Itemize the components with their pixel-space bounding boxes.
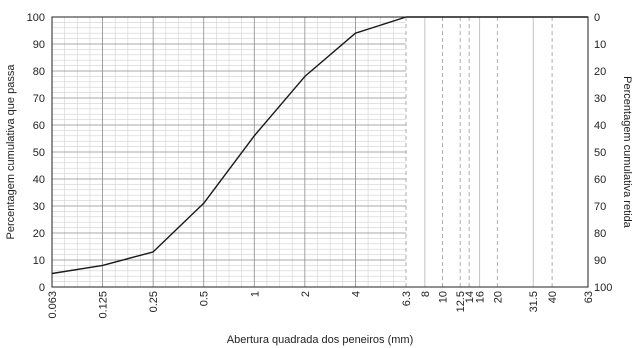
left-y-tick-label: 20 — [33, 228, 45, 240]
x-tick-label: 0.125 — [98, 291, 110, 319]
x-tick-label: 14 — [464, 291, 476, 303]
left-y-tick-label: 30 — [33, 201, 45, 213]
left-y-tick-label: 90 — [33, 39, 45, 51]
right-y-tick-label: 30 — [594, 93, 606, 105]
right-y-tick-label: 90 — [594, 255, 606, 267]
left-y-axis-label: Percentagem cumulativa que passa — [5, 64, 17, 240]
x-axis-label: Abertura quadrada dos peneiros (mm) — [227, 334, 413, 346]
left-y-tick-label: 60 — [33, 120, 45, 132]
right-y-tick-label: 60 — [594, 174, 606, 186]
major-grid — [52, 17, 553, 287]
right-y-tick-label: 80 — [594, 228, 606, 240]
x-tick-label: 2 — [300, 291, 312, 297]
x-tick-label: 63 — [583, 291, 595, 303]
right-y-tick-label: 40 — [594, 120, 606, 132]
left-y-tick-label: 10 — [33, 255, 45, 267]
right-y-tick-label: 10 — [594, 39, 606, 51]
x-tick-label: 4 — [350, 291, 362, 297]
series-group — [51, 16, 588, 275]
plot-frame — [51, 16, 589, 288]
x-tick-label: 0.5 — [199, 291, 211, 306]
x-tick-label: 0.25 — [148, 291, 160, 312]
right-y-tick-label: 0 — [594, 12, 600, 24]
left-y-tick-label: 100 — [27, 12, 45, 24]
x-tick-label: 12.5 — [455, 291, 467, 312]
right-y-tick-label: 70 — [594, 201, 606, 213]
right-y-tick-label: 50 — [594, 147, 606, 159]
x-tick-label: 0.063 — [47, 291, 59, 319]
left-y-tick-label: 0 — [39, 282, 45, 294]
series-line — [51, 16, 588, 275]
x-tick-label: 20 — [492, 291, 504, 303]
x-tick-label: 1 — [249, 291, 261, 297]
right-y-tick-label: 20 — [594, 66, 606, 78]
x-tick-label: 40 — [547, 291, 559, 303]
x-tick-label: 31.5 — [528, 291, 540, 312]
left-y-tick-label: 70 — [33, 93, 45, 105]
x-tick-label: 6.3 — [401, 291, 413, 306]
right-y-axis-label: Percentagem cumulativa retida — [621, 76, 633, 229]
x-tick-label: 16 — [475, 291, 487, 303]
left-y-tick-labels: 0 10 20 30 40 50 60 70 80 90 100 — [27, 12, 45, 294]
left-y-tick-label: 80 — [33, 66, 45, 78]
x-tick-label: 8 — [420, 291, 432, 297]
left-y-tick-label: 50 — [33, 147, 45, 159]
x-tick-label: 10 — [438, 291, 450, 303]
left-y-tick-label: 40 — [33, 174, 45, 186]
right-y-tick-label: 100 — [594, 282, 612, 294]
